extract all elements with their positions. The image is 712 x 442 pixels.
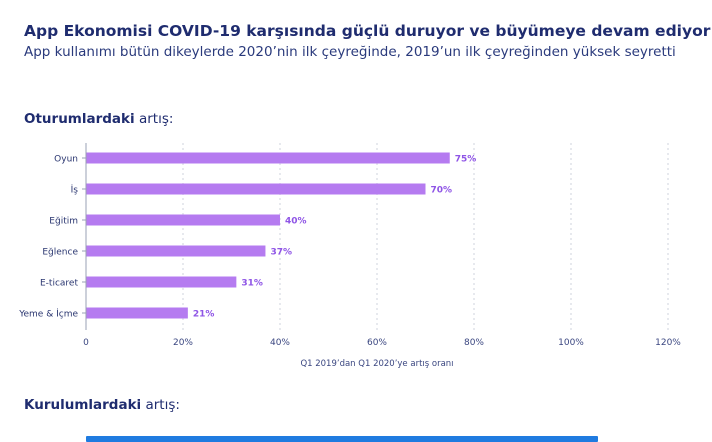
x-tick-label: 0 bbox=[83, 338, 89, 348]
sessions-heading-bold: Oturumlardaki bbox=[24, 111, 135, 127]
page-title: App Ekonomisi COVID-19 karşısında güçlü … bbox=[24, 22, 711, 40]
bar bbox=[86, 307, 188, 319]
x-tick-label: 40% bbox=[270, 338, 290, 348]
bar-value-label: 31% bbox=[241, 279, 263, 289]
sessions-heading: Oturumlardaki artış: bbox=[24, 111, 173, 127]
category-label: Eğlence bbox=[42, 248, 78, 258]
category-label: Eğitim bbox=[49, 217, 78, 227]
x-tick-label: 20% bbox=[173, 338, 193, 348]
bar bbox=[86, 276, 237, 288]
x-tick-label: 60% bbox=[367, 338, 387, 348]
x-tick-label: 80% bbox=[464, 338, 484, 348]
category-label: İş bbox=[71, 185, 79, 196]
x-tick-label: 120% bbox=[655, 338, 681, 348]
bar-value-label: 37% bbox=[270, 248, 292, 258]
bar bbox=[86, 152, 450, 164]
installs-heading-bold: Kurulumlardaki bbox=[24, 397, 142, 413]
category-label: E-ticaret bbox=[40, 279, 78, 289]
x-axis-label: Q1 2019’dan Q1 2020’ye artış oranı bbox=[300, 359, 453, 369]
bar-value-label: 70% bbox=[431, 186, 453, 196]
bar bbox=[86, 214, 280, 226]
category-label: Oyun bbox=[54, 155, 78, 165]
bar-value-label: 21% bbox=[193, 310, 215, 320]
sessions-heading-rest: artış: bbox=[134, 111, 174, 127]
installs-heading: Kurulumlardaki artış: bbox=[24, 397, 180, 413]
category-label: Yeme & İçme bbox=[18, 309, 78, 320]
installs-bar-partial bbox=[86, 436, 598, 442]
bar-value-label: 75% bbox=[455, 155, 477, 165]
bar bbox=[86, 245, 266, 257]
bar bbox=[86, 183, 426, 195]
x-tick-label: 100% bbox=[558, 338, 584, 348]
sessions-bar-chart: 0 20% 40% 60% 80% 100% 120% Oyun 75% İş 70% Eğitim 4… bbox=[18, 143, 681, 369]
installs-heading-rest: artış: bbox=[141, 397, 180, 413]
bar-value-label: 40% bbox=[285, 217, 307, 227]
page-subtitle: App kullanımı bütün dikeylerde 2020’nin … bbox=[24, 44, 676, 60]
